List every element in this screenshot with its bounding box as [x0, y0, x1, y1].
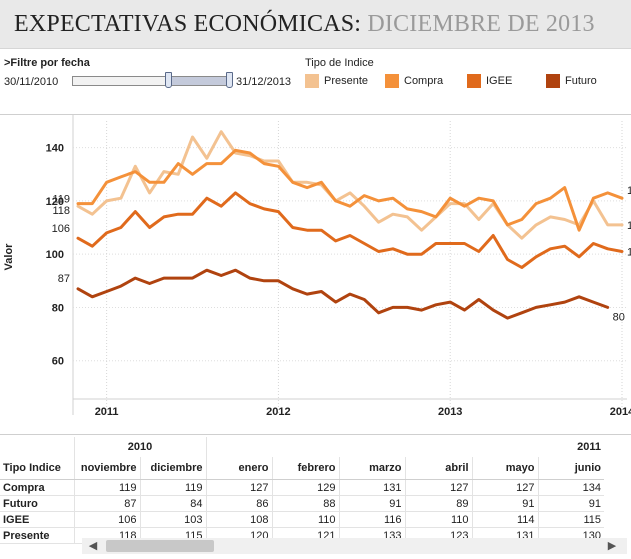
title-sub: DICIEMBRE DE 2013 — [367, 11, 595, 37]
table-corner — [0, 437, 74, 457]
y-tick-label: 120 — [46, 196, 64, 208]
series-end-label: 80 — [613, 311, 625, 323]
table-row: Futuro 87 84 86 88 91 89 91 91 — [0, 495, 604, 512]
table-cell: 119 — [73, 479, 140, 496]
y-tick-label: 60 — [52, 356, 64, 368]
table-cell: 129 — [271, 479, 339, 496]
table-cell: 103 — [139, 511, 206, 528]
series-start-label: 106 — [52, 223, 70, 235]
legend-title: Tipo de Indice — [305, 57, 374, 69]
table-cell: 106 — [73, 511, 140, 528]
table-cell: 91 — [338, 495, 405, 512]
table-horizontal-scrollbar[interactable]: ◀ ▶ — [82, 538, 627, 554]
table-row: IGEE 106 103 108 110 116 110 114 115 — [0, 511, 604, 528]
legend-label: Presente — [324, 75, 369, 87]
legend-item-futuro[interactable]: Futuro — [546, 74, 597, 88]
row-header-label: Tipo Indice — [0, 457, 74, 480]
table-row: Compra 119 119 127 129 131 127 127 134 — [0, 479, 604, 496]
table-cell: 134 — [537, 479, 604, 496]
title-bar: EXPECTATIVAS ECONÓMICAS: DICIEMBRE DE 20… — [0, 0, 631, 49]
table-cell: 127 — [404, 479, 472, 496]
table-cell: 127 — [205, 479, 272, 496]
table-cell: 86 — [205, 495, 272, 512]
month-header: febrero — [271, 457, 339, 480]
table-cell: 127 — [471, 479, 538, 496]
row-label: Compra — [0, 479, 74, 496]
series-start-label: 119 — [52, 194, 70, 206]
month-header: mayo — [471, 457, 538, 480]
table-month-row: Tipo Indice noviembre diciembre enero fe… — [0, 457, 604, 480]
series-start-label: 118 — [52, 205, 70, 217]
y-tick-label: 80 — [52, 302, 64, 314]
month-header: abril — [404, 457, 472, 480]
date-range-end-handle[interactable] — [226, 72, 233, 88]
series-line-compra — [76, 148, 624, 232]
table-year-row: 2010 2011 — [0, 437, 604, 457]
row-label: Presente — [0, 527, 74, 544]
table-cell: 89 — [404, 495, 472, 512]
table-cell: 110 — [271, 511, 339, 528]
table-cell: 91 — [537, 495, 604, 512]
table-cell: 84 — [139, 495, 206, 512]
series-end-label: 101 — [627, 247, 631, 259]
series-end-label: 121 — [627, 185, 631, 197]
chevron-left-icon[interactable]: ◀ — [88, 540, 98, 552]
legend-swatch — [305, 74, 319, 88]
legend-item-presente[interactable]: Presente — [305, 74, 368, 88]
y-tick-label: 140 — [46, 143, 64, 155]
year-header-2010: 2010 — [73, 437, 207, 457]
legend-label: Futuro — [565, 75, 597, 87]
legend-swatch — [467, 74, 481, 88]
series-end-label: 111 — [627, 220, 631, 232]
series-start-label: 87 — [58, 273, 70, 285]
y-tick-label: 100 — [46, 249, 64, 261]
x-tick-label: 2012 — [266, 406, 290, 418]
series-line-futuro — [76, 268, 610, 320]
table-cell: 88 — [271, 495, 339, 512]
data-table: 2010 2011 Tipo Indice noviembre diciembr… — [0, 437, 604, 544]
legend-label: Compra — [404, 75, 444, 87]
y-axis-label: Valor — [3, 243, 15, 271]
row-label: IGEE — [0, 511, 74, 528]
month-header: noviembre — [73, 457, 140, 480]
table-cell: 114 — [471, 511, 538, 528]
x-tick-label: 2011 — [95, 406, 119, 418]
date-filter-label: >Filtre por fecha — [4, 57, 90, 69]
date-filter-start: 30/11/2010 — [4, 76, 59, 88]
table-cell: 115 — [537, 511, 604, 528]
legend-swatch — [385, 74, 399, 88]
month-header: enero — [205, 457, 272, 480]
page-title: EXPECTATIVAS ECONÓMICAS: DICIEMBRE DE 20… — [14, 11, 595, 38]
legend-item-igee[interactable]: IGEE — [467, 74, 512, 88]
title-main: EXPECTATIVAS ECONÓMICAS: — [14, 11, 362, 37]
date-range-start-handle[interactable] — [165, 72, 172, 88]
year-header-2011: 2011 — [577, 441, 601, 453]
legend-label: IGEE — [486, 75, 513, 87]
table-cell: 91 — [471, 495, 538, 512]
table-cell: 110 — [404, 511, 472, 528]
row-label: Futuro — [0, 495, 74, 512]
legend-swatch — [546, 74, 560, 88]
scrollbar-thumb[interactable] — [106, 540, 214, 552]
month-header: marzo — [338, 457, 405, 480]
month-header: junio — [537, 457, 604, 480]
date-filter-end: 31/12/2013 — [236, 76, 292, 88]
month-header: diciembre — [139, 457, 206, 480]
table-cell: 108 — [205, 511, 272, 528]
data-table-panel: 2010 2011 Tipo Indice noviembre diciembr… — [0, 434, 631, 559]
table-cell: 119 — [139, 479, 206, 496]
table-cell: 116 — [338, 511, 405, 528]
date-range-selection[interactable] — [168, 77, 228, 85]
series-line-igee — [76, 191, 624, 269]
legend-item-compra[interactable]: Compra — [385, 74, 443, 88]
table-cell: 87 — [73, 495, 140, 512]
series-line-presente — [76, 130, 624, 240]
table-cell: 131 — [338, 479, 405, 496]
chevron-right-icon[interactable]: ▶ — [607, 540, 617, 552]
x-tick-label: 2013 — [438, 406, 462, 418]
